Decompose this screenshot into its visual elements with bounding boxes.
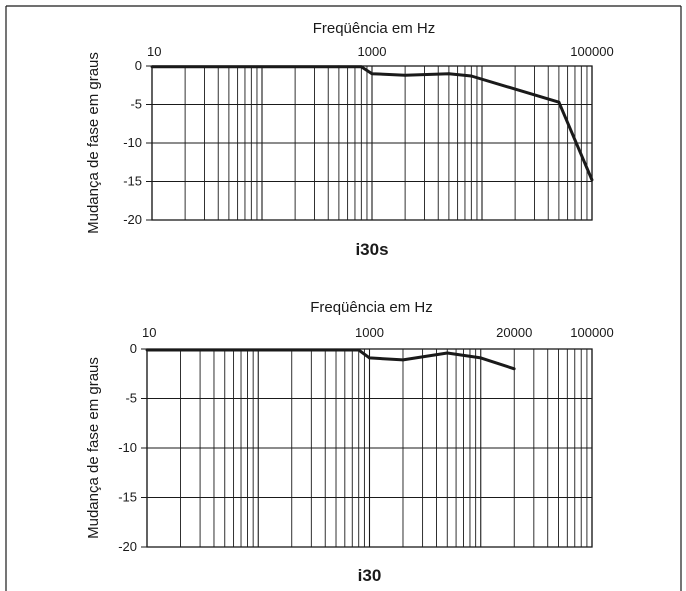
- data-point: [370, 72, 374, 76]
- plot-area-border: [151, 65, 593, 221]
- x-tick-label: 10: [147, 44, 161, 59]
- data-point: [512, 367, 516, 371]
- x-tick-label: 1000: [358, 44, 387, 59]
- y-axis-title: Mudança de fase em graus: [85, 357, 102, 539]
- y-tick-label: -5: [125, 391, 137, 406]
- data-point: [359, 65, 363, 69]
- data-point: [150, 65, 154, 69]
- y-tick-label: -15: [118, 490, 137, 505]
- plot-area-border: [146, 348, 593, 548]
- x-tick-label: 1000: [355, 325, 384, 340]
- data-point: [447, 72, 451, 76]
- y-tick-label: -5: [130, 97, 142, 112]
- x-axis-title: Freqüência em Hz: [313, 20, 436, 37]
- y-tick-label: 0: [130, 341, 137, 356]
- y-tick-label: -10: [123, 135, 142, 150]
- series-line: [147, 348, 515, 371]
- chart-i30s: 0 -5 -10 -15 -20 10 1000 100000 Freqüência em Hz…: [85, 20, 614, 259]
- data-point: [469, 74, 473, 78]
- chart-i30: 0 -5 -10 -15 -20 10 1000 20000 100000 Freqüência …: [85, 299, 614, 585]
- data-point: [401, 358, 405, 362]
- x-tick-label: 20000: [496, 325, 532, 340]
- data-point: [357, 348, 361, 352]
- y-tick-label: -15: [123, 174, 142, 189]
- data-point: [337, 65, 341, 69]
- data-point: [479, 356, 483, 360]
- data-point: [145, 348, 149, 352]
- y-tick-label: 0: [135, 58, 142, 73]
- x-axis-title: Freqüência em Hz: [310, 299, 433, 316]
- data-point: [557, 100, 561, 104]
- x-tick-label: 100000: [570, 44, 613, 59]
- chart-title: i30: [358, 566, 382, 585]
- data-point: [368, 356, 371, 360]
- y-axis-title: Mudança de fase em graus: [85, 52, 102, 234]
- data-point: [590, 178, 594, 182]
- data-point: [445, 351, 449, 355]
- x-tick-label: 100000: [570, 325, 613, 340]
- x-tick-label: 10: [142, 325, 156, 340]
- data-point: [403, 73, 407, 77]
- y-tick-label: -20: [123, 212, 142, 227]
- y-tick-label: -10: [118, 440, 137, 455]
- data-point: [334, 348, 338, 352]
- y-tick-label: -20: [118, 539, 137, 554]
- chart-title: i30s: [355, 240, 388, 259]
